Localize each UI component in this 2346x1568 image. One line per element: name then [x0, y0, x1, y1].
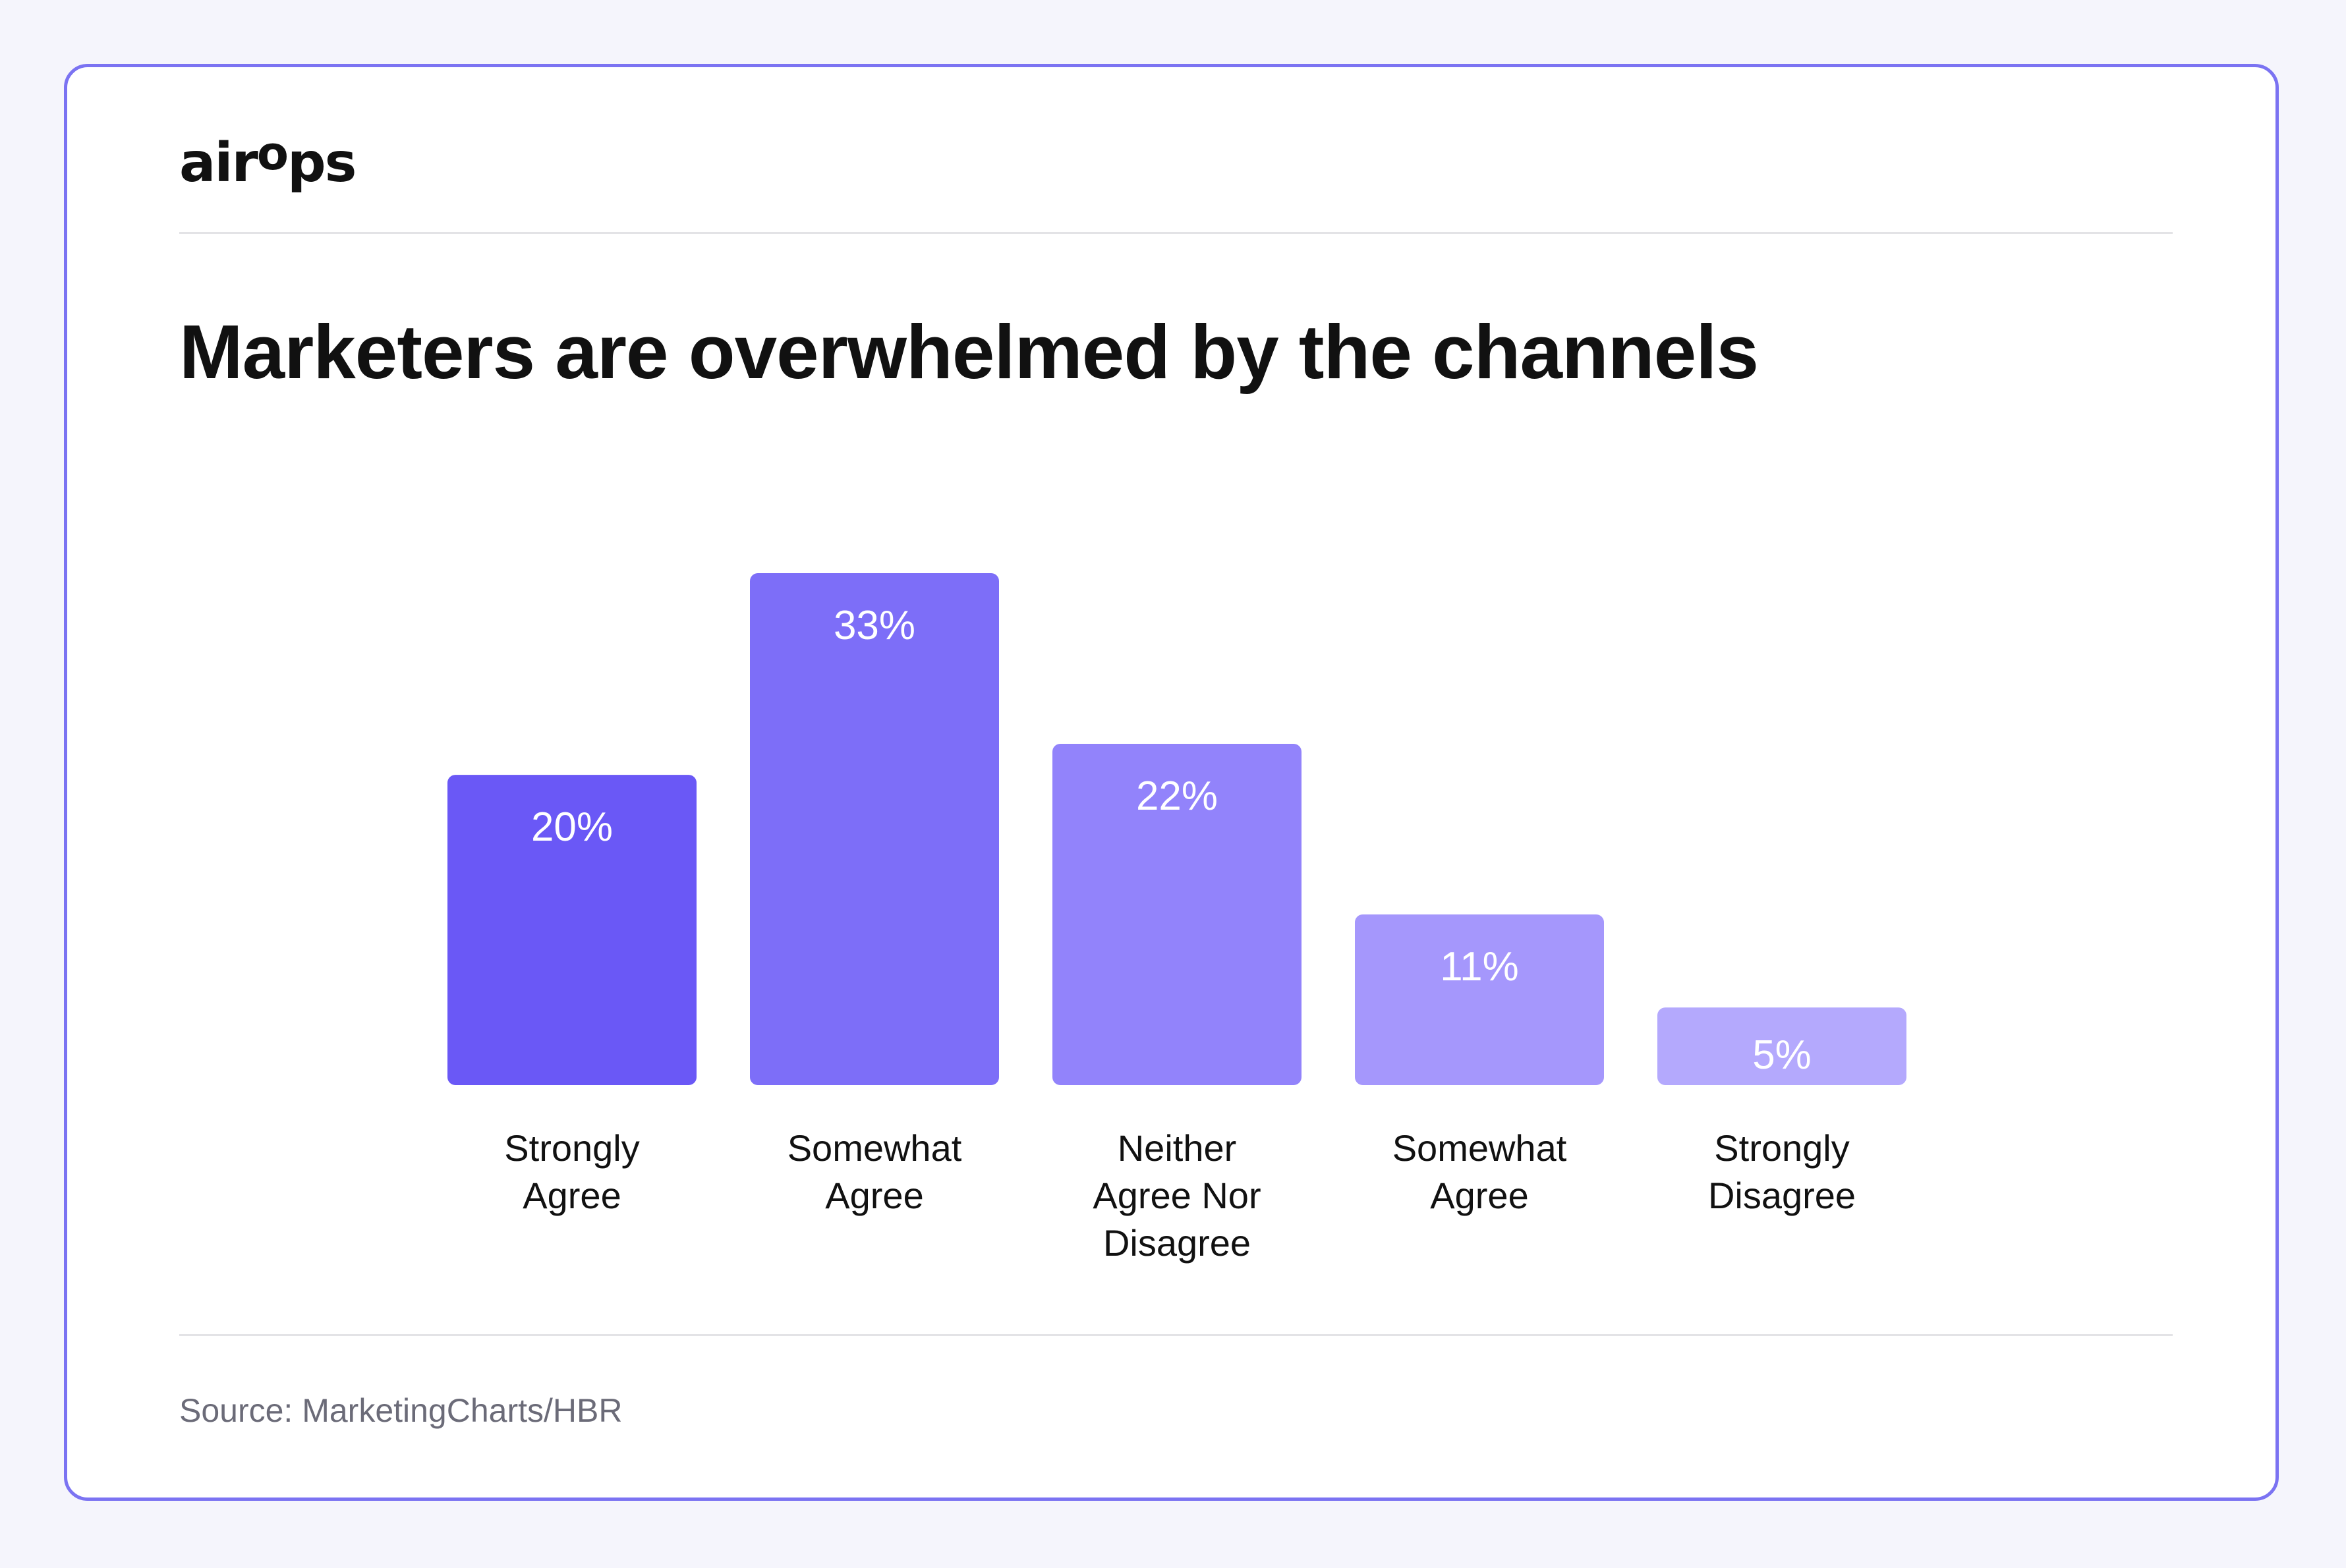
bar-value-label: 22%	[1136, 773, 1218, 819]
bar	[1052, 744, 1302, 1085]
footer-divider	[179, 1334, 2173, 1336]
category-label: Neither	[1118, 1127, 1237, 1169]
category-label: Strongly	[1714, 1127, 1849, 1169]
bar	[447, 775, 697, 1085]
airops-logo: airops	[179, 126, 357, 194]
bar-value-label: 11%	[1440, 944, 1519, 990]
category-label: Strongly	[504, 1127, 639, 1169]
bar-value-label: 33%	[834, 603, 915, 648]
category-label: Agree	[523, 1175, 621, 1216]
category-label: Agree Nor	[1093, 1175, 1261, 1216]
category-label: Somewhat	[787, 1127, 962, 1169]
bar-value-label: 20%	[531, 804, 613, 850]
category-label: Agree	[1430, 1175, 1528, 1216]
category-label: Somewhat	[1392, 1127, 1567, 1169]
source-note: Source: MarketingCharts/HBR	[179, 1392, 623, 1429]
category-label: Disagree	[1708, 1175, 1856, 1216]
category-label: Agree	[825, 1175, 923, 1216]
bar-value-label: 5%	[1752, 1032, 1812, 1078]
chart-title: Marketers are overwhelmed by the channel…	[179, 309, 1759, 395]
category-label: Disagree	[1103, 1222, 1251, 1264]
bar	[750, 573, 999, 1085]
header-divider	[179, 232, 2173, 234]
chart-card: airops Marketers are overwhelmed by the …	[64, 64, 2279, 1501]
bar	[1657, 1007, 1906, 1085]
bar-chart: 20% Strongly Agree 33% Somewhat Agree 22% Neith…	[447, 573, 1906, 1264]
bar	[1355, 914, 1604, 1085]
